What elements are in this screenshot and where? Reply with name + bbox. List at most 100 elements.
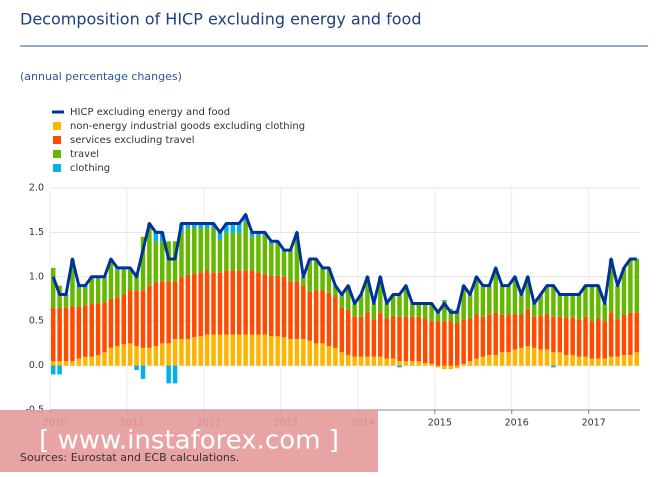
bar-segment xyxy=(198,272,203,337)
bar-segment xyxy=(166,343,171,366)
bar-segment xyxy=(358,295,364,317)
bar-segment xyxy=(564,354,569,366)
bar-segment xyxy=(307,259,312,292)
bar-segment xyxy=(442,365,447,370)
bar-segment xyxy=(102,302,107,353)
bar-segment xyxy=(153,282,159,347)
bar-segment xyxy=(461,319,466,364)
bar-segment xyxy=(390,358,396,366)
bar-segment xyxy=(294,233,300,282)
bar-segment xyxy=(551,365,556,368)
bar-segment xyxy=(217,334,223,366)
bar-segment xyxy=(365,277,370,313)
bar-segment xyxy=(320,290,325,344)
bar-segment xyxy=(570,295,575,318)
bar-segment xyxy=(230,223,236,233)
bar-segment xyxy=(172,281,178,339)
bar-segment xyxy=(422,318,428,363)
legend-label: services excluding travel xyxy=(70,135,195,146)
bar-segment xyxy=(378,277,383,313)
bar-segment xyxy=(224,232,229,271)
bar-segment xyxy=(544,349,550,366)
bar-segment xyxy=(345,310,351,355)
x-tick-label: 2017 xyxy=(582,418,606,429)
bar-segment xyxy=(249,236,255,271)
bar-segment xyxy=(403,286,409,317)
bar-segment xyxy=(108,347,114,366)
y-tick-label: 1.5 xyxy=(29,227,44,238)
legend-label: travel xyxy=(70,149,99,160)
bar-segment xyxy=(602,321,607,359)
bar-segment xyxy=(634,259,640,313)
bar-segment xyxy=(628,259,633,313)
bar-segment xyxy=(95,278,101,304)
bar-segment xyxy=(519,314,524,348)
bar-segment xyxy=(454,322,460,366)
bar-segment xyxy=(294,338,300,366)
bar-segment xyxy=(448,321,454,366)
bar-segment xyxy=(454,365,460,369)
bar-segment xyxy=(602,304,607,322)
bar-segment xyxy=(249,232,255,237)
bar-segment xyxy=(70,306,75,362)
bar-segment xyxy=(192,337,197,366)
bar-segment xyxy=(345,286,351,311)
bar-segment xyxy=(512,277,518,315)
bar-segment xyxy=(211,227,216,273)
bar-segment xyxy=(628,312,633,355)
bar-segment xyxy=(506,314,511,353)
bar-segment xyxy=(108,299,114,348)
bar-segment xyxy=(461,286,466,320)
bar-segment xyxy=(288,251,293,282)
legend-swatch xyxy=(53,136,61,144)
bar-segment xyxy=(416,316,421,362)
bar-segment xyxy=(127,343,133,366)
bar-segment xyxy=(358,316,364,357)
bar-segment xyxy=(589,358,595,366)
bar-segment xyxy=(551,316,556,353)
bar-segment xyxy=(262,235,268,275)
bar-segment xyxy=(326,268,332,293)
bar-segment xyxy=(262,274,268,335)
bar-segment xyxy=(301,285,306,339)
bar-segment xyxy=(583,356,588,366)
bar-segment xyxy=(204,270,210,335)
bar-segment xyxy=(371,304,377,320)
bar-segment xyxy=(147,227,152,286)
x-tick-label: 2015 xyxy=(428,418,452,429)
bar-segment xyxy=(294,281,300,339)
bar-segment xyxy=(269,243,274,276)
bar-segment xyxy=(307,340,312,366)
bar-segment xyxy=(76,306,82,359)
bar-segment xyxy=(474,277,479,315)
bar-segment xyxy=(147,347,152,366)
bar-segment xyxy=(345,354,351,366)
bar-segment xyxy=(269,275,274,337)
bar-segment xyxy=(397,361,402,366)
bar-segment xyxy=(352,304,357,317)
bar-segment xyxy=(615,356,620,366)
legend-swatch xyxy=(53,164,61,172)
bar-segment xyxy=(204,223,210,228)
bar-segment xyxy=(531,316,537,348)
bar-segment xyxy=(480,316,486,357)
bar-segment xyxy=(448,309,454,322)
bar-segment xyxy=(108,260,114,299)
bar-segment xyxy=(224,270,229,335)
legend-label: HICP excluding energy and food xyxy=(70,107,230,118)
bar-segment xyxy=(83,305,88,357)
bar-segment xyxy=(185,227,191,276)
bar-segment xyxy=(557,352,563,366)
bar-segment xyxy=(499,314,505,353)
bar-segment xyxy=(236,223,242,233)
bar-segment xyxy=(422,362,428,366)
bar-segment xyxy=(50,307,56,362)
bar-segment xyxy=(371,319,377,357)
bar-segment xyxy=(275,336,280,366)
bar-segment xyxy=(224,223,229,233)
bar-segment xyxy=(429,304,434,322)
legend-label: clothing xyxy=(70,163,110,174)
bar-segment xyxy=(352,316,357,357)
bar-segment xyxy=(313,259,319,291)
bar-segment xyxy=(63,296,69,308)
